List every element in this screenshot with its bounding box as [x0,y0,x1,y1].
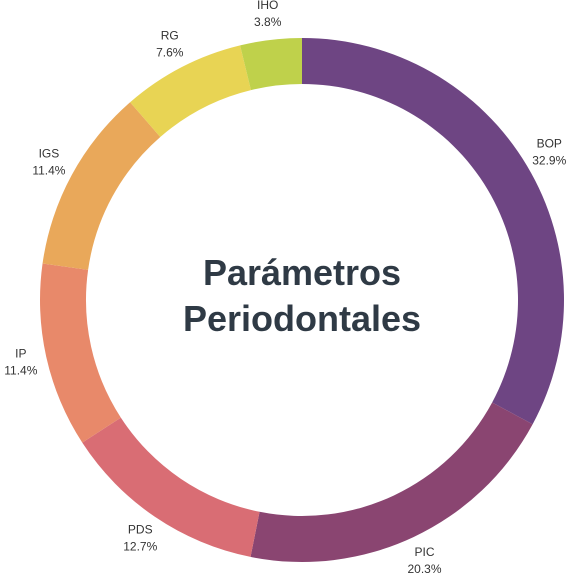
chart-title: Parámetros Periodontales [182,252,422,339]
donut-slice [250,402,533,563]
slice-value-label: 32.9% [532,154,566,168]
slice-value-label: 12.7% [123,539,157,553]
donut-slice [130,45,251,137]
donut-slice [42,102,161,270]
slice-value-label: 7.6% [156,45,184,59]
slice-label: PDS [128,522,153,536]
slice-label: IHO [257,0,278,12]
slice-value-label: 11.4% [32,164,65,178]
donut-slice [82,417,260,557]
slice-label: RG [161,28,179,42]
donut-slice [302,38,564,425]
slice-label: BOP [537,137,562,151]
slice-value-label: 20.3% [407,562,441,576]
slice-label: IP [15,346,26,360]
slice-value-label: 3.8% [254,15,282,29]
slice-label: PIC [415,545,435,559]
slice-label: IGS [39,147,60,161]
donut-slice [240,38,302,91]
slice-value-label: 11.4% [4,363,37,377]
donut-slice [39,263,121,443]
